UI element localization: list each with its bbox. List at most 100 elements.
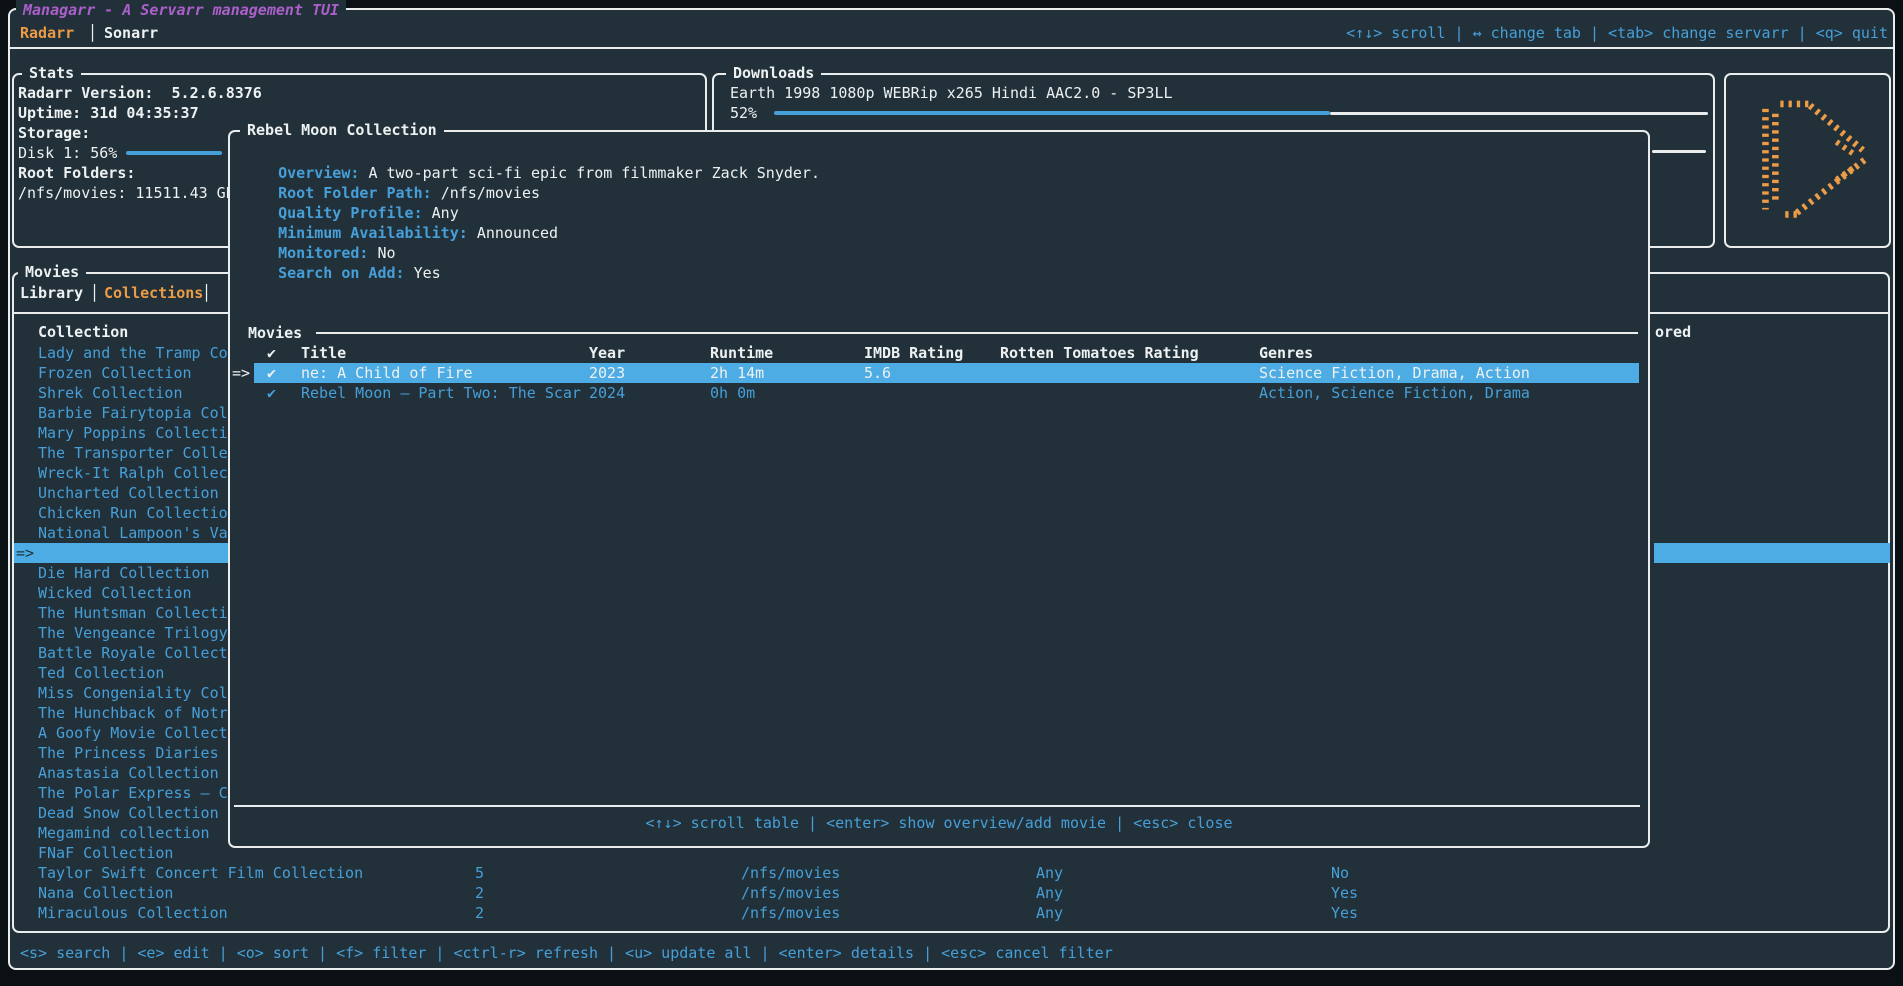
header-check: ✔ [267,344,277,362]
disk-usage: Disk 1: 56% [18,144,118,162]
field-value: Announced [476,224,559,242]
uptime: Uptime: 31d 04:35:37 [18,104,199,122]
field-value: A two-part sci-fi epic from filmmaker Za… [368,164,820,182]
field-value: Yes [413,264,441,282]
list-item[interactable]: Chicken Run Collectio [38,504,228,522]
list-item[interactable]: The Vengeance Trilogy [38,624,228,642]
list-item[interactable]: Wicked Collection [38,584,192,602]
list-item[interactable]: Megamind collection [38,824,210,842]
list-item[interactable]: Mary Poppins Collecti [38,424,228,442]
bottom-keybind-hints: <s> search | <e> edit | <o> sort | <f> f… [20,944,1113,962]
list-item[interactable]: Die Hard Collection [38,564,210,582]
header-rotten-tomatoes-rating: Rotten Tomatoes Rating [1000,344,1199,362]
field-value: Any [431,204,459,222]
selected-row-arrow: => [16,544,35,562]
list-item[interactable]: Miss Congeniality Col [38,684,228,702]
tab-radarr[interactable]: Radarr [20,24,75,42]
list-item[interactable]: National Lampoon's Va [38,524,228,542]
table-row[interactable]: Miraculous Collection 2 /nfs/movies Any … [0,903,1890,923]
row-quality-profile: Any [1036,904,1064,922]
list-item[interactable]: The Polar Express – C [38,784,228,802]
movie-year: 2023 [589,364,626,382]
managarr-logo-ascii-art [1762,100,1867,218]
collection-column-header: Collection [38,323,129,341]
list-item[interactable]: Anastasia Collection [38,764,219,782]
modal-table-bottom-line [234,805,1640,807]
table-row[interactable]: Nana Collection 2 /nfs/movies Any Yes [0,883,1890,903]
list-item[interactable]: The Transporter Colle [38,444,228,462]
header-year: Year [589,344,626,362]
list-item[interactable]: Frozen Collection [38,364,192,382]
row-number-of-movies: 2 [475,904,485,922]
modal-field-minimum-availability: Minimum Availability: Announced [242,203,558,242]
download-progress-bar-2-partial [1652,150,1706,153]
modal-field-monitored: Monitored: No [242,223,395,262]
list-item[interactable]: Battle Royale Collect [38,644,228,662]
root-folder-size: /nfs/movies: 11511.43 GB [18,184,235,202]
library-collections-separator: │ [90,284,100,302]
tabbar-divider [10,47,1893,49]
modal-keybind-hints: <↑↓> scroll table | <enter> show overvie… [645,814,1233,832]
movie-monitored-check: ✔ [267,364,277,382]
list-item[interactable]: Wreck-It Ralph Collec [38,464,228,482]
row-monitored: No [1331,864,1350,882]
download-item-title: Earth 1998 1080p WEBRip x265 Hindi AAC2.… [730,84,1173,102]
modal-title: Rebel Moon Collection [240,120,444,140]
list-item[interactable]: Barbie Fairytopia Col [38,404,228,422]
field-label: Minimum Availability: [278,224,468,242]
selected-row-highlight-right-segment [1654,543,1890,563]
tab-sonarr[interactable]: Sonarr [104,24,159,42]
list-item[interactable]: Ted Collection [38,664,165,682]
movie-runtime: 0h 0m [710,384,756,402]
row-root-folder-path: /nfs/movies [741,864,841,882]
list-item[interactable]: Uncharted Collection [38,484,219,502]
collection-details-modal [228,130,1650,848]
list-item[interactable]: The Princess Diaries [38,744,219,762]
row-quality-profile: Any [1036,864,1064,882]
field-label: Quality Profile: [278,204,423,222]
row-number-of-movies: 5 [475,864,485,882]
table-row[interactable]: Taylor Swift Concert Film Collection 5 /… [0,863,1890,883]
movie-genres: Science Fiction, Drama, Action [1259,364,1530,382]
modal-field-search-on-add: Search on Add: Yes [242,243,441,282]
list-item[interactable]: The Hunchback of Notr [38,704,228,722]
list-item-selected[interactable]: => Rebel Moon Collection [14,543,228,563]
header-genres: Genres [1259,344,1314,362]
field-value: /nfs/movies [440,184,541,202]
disk-progress-bar [126,151,222,155]
list-item[interactable]: The Huntsman Collecti [38,604,228,622]
row-root-folder-path: /nfs/movies [741,904,841,922]
tab-collections[interactable]: Collections [104,284,204,302]
movie-genres: Action, Science Fiction, Drama [1259,384,1530,402]
row-monitored: Yes [1331,904,1359,922]
stats-panel-title: Stats [22,63,82,83]
movie-imdb-rating: 5.6 [864,364,892,382]
root-folders-label: Root Folders: [18,164,136,182]
movie-row-selected[interactable] [254,363,1639,383]
list-item[interactable]: FNaF Collection [38,844,174,862]
field-value: No [377,244,396,262]
field-label: Overview: [278,164,360,182]
list-item[interactable]: A Goofy Movie Collect [38,724,228,742]
row-collection: Taylor Swift Concert Film Collection [38,864,364,882]
window-title: Managarr - A Servarr management TUI [16,0,347,20]
list-item[interactable]: Dead Snow Collection [38,804,219,822]
field-label: Monitored: [278,244,369,262]
list-item[interactable]: Shrek Collection [38,384,183,402]
storage-label: Storage: [18,124,91,142]
header-imdb-rating: IMDB Rating [864,344,964,362]
top-keybind-hints: <↑↓> scroll | ↔ change tab | <tab> chang… [1346,24,1888,42]
movies-panel-title: Movies [18,262,87,282]
modal-movies-section-title: Movies [248,324,303,342]
tab-library[interactable]: Library [20,284,84,302]
header-title: Title [301,344,347,362]
radarr-version: Radarr Version: 5.2.6.8376 [18,84,262,102]
movie-title[interactable]: Rebel Moon – Part Two: The Scar [301,384,581,402]
modal-field-root-folder: Root Folder Path: /nfs/movies [242,163,540,202]
list-item[interactable]: Lady and the Tramp Co [38,344,228,362]
movie-monitored-check: ✔ [267,384,277,402]
movie-year: 2024 [589,384,626,402]
row-monitored: Yes [1331,884,1359,902]
collections-separator-2: │ [202,284,212,302]
